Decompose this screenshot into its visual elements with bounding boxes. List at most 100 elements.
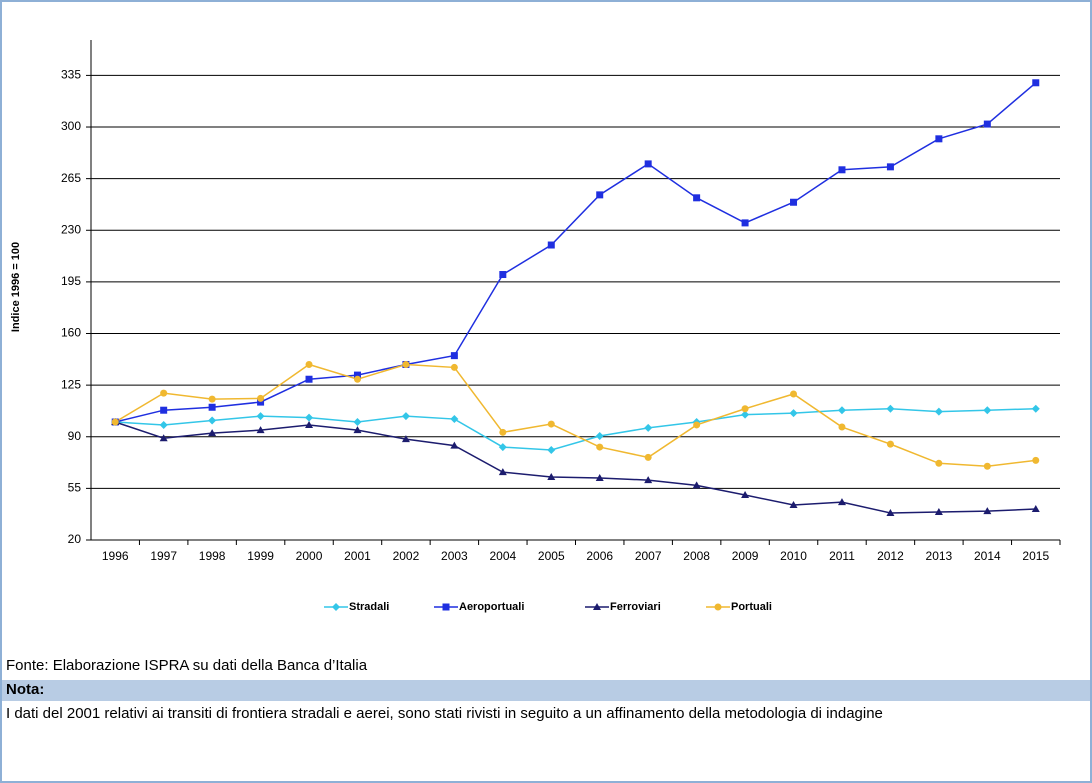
y-tick-label: 20 <box>68 532 82 546</box>
x-tick-label: 2004 <box>489 549 516 563</box>
x-tick-label: 2001 <box>344 549 371 563</box>
marker <box>595 432 604 441</box>
marker <box>790 198 798 206</box>
x-tick-label: 2008 <box>683 549 710 563</box>
x-tick-label: 2014 <box>974 549 1001 563</box>
marker <box>353 375 361 383</box>
marker <box>257 394 265 402</box>
marker <box>644 423 653 432</box>
marker <box>595 474 604 482</box>
marker <box>442 603 450 611</box>
marker <box>596 443 604 451</box>
marker <box>208 395 216 403</box>
marker <box>547 241 555 249</box>
marker <box>257 398 265 406</box>
marker <box>208 429 217 437</box>
marker <box>401 412 410 421</box>
marker <box>593 603 601 610</box>
marker <box>838 166 846 174</box>
series-line <box>115 407 1036 451</box>
marker <box>1032 79 1040 87</box>
marker <box>208 416 217 425</box>
marker <box>789 409 798 418</box>
marker <box>693 194 701 202</box>
marker <box>935 459 943 467</box>
marker <box>983 507 992 515</box>
marker <box>353 426 362 434</box>
legend-label: Portuali <box>731 601 772 613</box>
note-label: Nota: <box>6 681 45 698</box>
marker <box>160 389 168 397</box>
x-tick-label: 2000 <box>296 549 323 563</box>
x-tick-label: 1997 <box>150 549 177 563</box>
x-tick-label: 2011 <box>829 549 855 563</box>
marker <box>837 498 846 506</box>
marker <box>714 603 722 611</box>
marker <box>983 462 991 470</box>
marker <box>498 468 507 476</box>
marker <box>402 360 410 368</box>
legend-label: Stradali <box>349 601 389 613</box>
x-tick-label: 2012 <box>877 549 904 563</box>
marker <box>934 507 943 515</box>
series-line <box>114 421 1036 514</box>
marker <box>256 412 265 421</box>
marker <box>547 446 556 455</box>
marker <box>332 603 340 611</box>
marker <box>741 405 749 413</box>
marker <box>547 473 556 481</box>
x-tick-label: 2005 <box>538 549 565 563</box>
marker <box>353 371 361 379</box>
x-tick-label: 1998 <box>199 549 226 563</box>
marker <box>498 443 507 452</box>
marker <box>644 476 653 484</box>
y-tick-label: 195 <box>61 274 81 288</box>
marker <box>450 415 459 424</box>
note-text: I dati del 2001 relativi ai transiti di … <box>6 705 883 722</box>
marker <box>790 390 798 398</box>
y-tick-label: 265 <box>61 171 81 185</box>
marker <box>741 491 750 499</box>
x-tick-label: 2007 <box>635 549 662 563</box>
legend-label: Ferroviari <box>610 601 661 613</box>
y-tick-label: 335 <box>61 68 81 82</box>
marker <box>353 418 362 427</box>
x-tick-label: 2003 <box>441 549 468 563</box>
y-tick-label: 90 <box>68 429 82 443</box>
marker <box>838 423 846 431</box>
marker <box>159 434 168 442</box>
marker <box>499 428 507 436</box>
y-tick-label: 160 <box>61 326 81 340</box>
y-tick-label: 300 <box>61 119 81 133</box>
x-tick-label: 2010 <box>780 549 807 563</box>
x-tick-label: 2009 <box>732 549 759 563</box>
y-tick-label: 125 <box>61 377 81 391</box>
x-tick-label: 2013 <box>926 549 953 563</box>
marker <box>886 163 894 171</box>
marker <box>837 406 846 415</box>
marker <box>159 420 168 429</box>
y-tick-label: 55 <box>68 481 82 495</box>
marker <box>160 406 168 414</box>
source: Fonte: Elaborazione ISPRA su dati della … <box>6 657 368 674</box>
marker <box>886 404 895 413</box>
marker <box>693 421 701 429</box>
marker <box>741 219 749 227</box>
marker <box>1031 505 1040 513</box>
marker <box>644 160 652 168</box>
x-tick-label: 2002 <box>393 549 420 563</box>
marker <box>886 509 895 517</box>
marker <box>692 481 701 489</box>
marker <box>305 375 313 383</box>
marker <box>111 418 119 426</box>
marker <box>741 410 750 419</box>
marker <box>983 406 992 415</box>
x-tick-label: 1999 <box>247 549 274 563</box>
marker <box>644 453 652 461</box>
marker <box>450 441 459 449</box>
marker <box>934 407 943 416</box>
marker <box>256 426 265 434</box>
marker <box>983 120 991 128</box>
x-tick-label: 1996 <box>102 549 129 563</box>
